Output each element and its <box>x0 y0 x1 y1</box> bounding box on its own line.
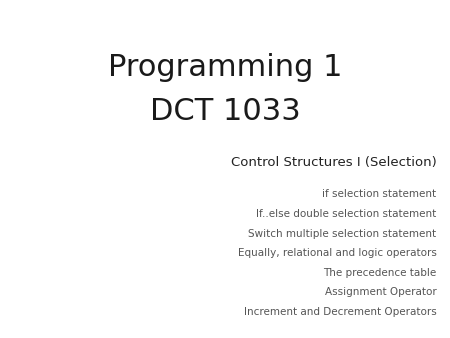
Text: Assignment Operator: Assignment Operator <box>325 287 436 297</box>
Text: DCT 1033: DCT 1033 <box>149 97 301 126</box>
Text: The precedence table: The precedence table <box>323 268 436 278</box>
Text: If..else double selection statement: If..else double selection statement <box>256 209 436 219</box>
Text: Switch multiple selection statement: Switch multiple selection statement <box>248 228 436 239</box>
Text: Control Structures I (Selection): Control Structures I (Selection) <box>231 156 436 169</box>
Text: if selection statement: if selection statement <box>322 189 436 199</box>
Text: Increment and Decrement Operators: Increment and Decrement Operators <box>244 307 436 317</box>
Text: Equally, relational and logic operators: Equally, relational and logic operators <box>238 248 436 258</box>
Text: Programming 1: Programming 1 <box>108 53 342 82</box>
